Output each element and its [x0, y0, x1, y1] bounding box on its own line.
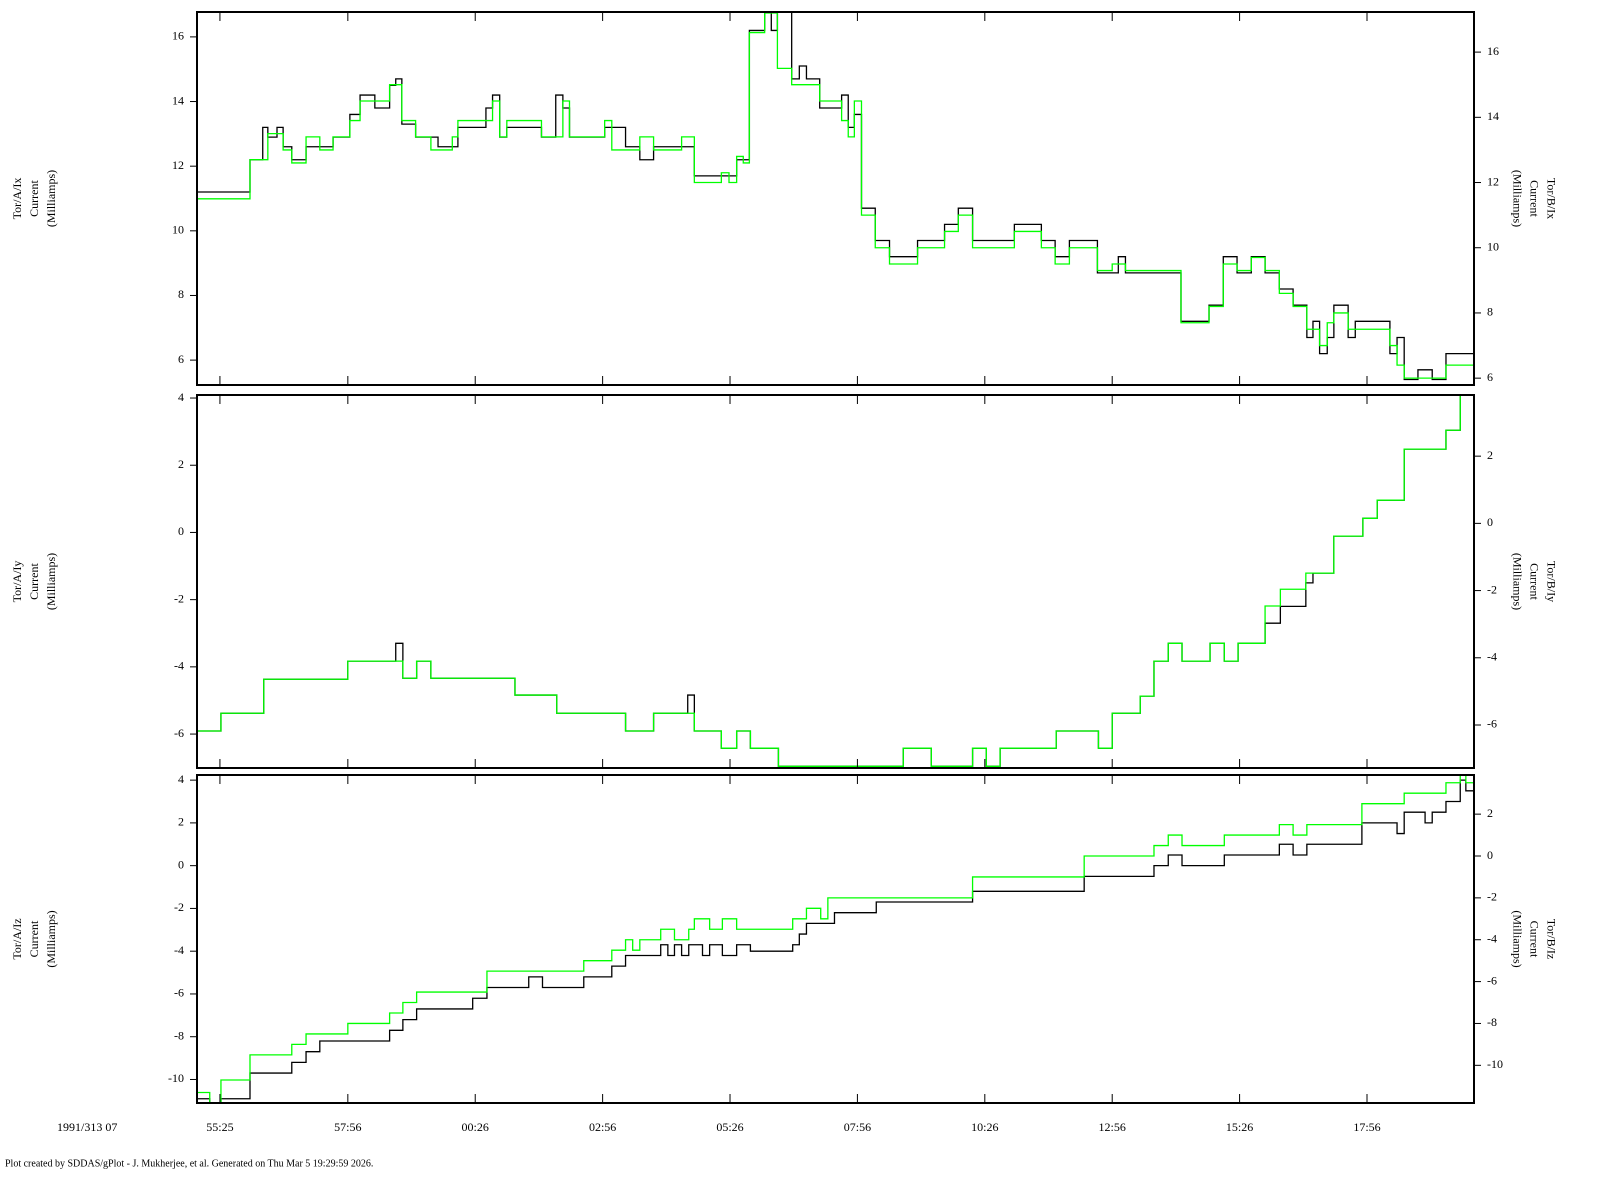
- y-axis-label: Current: [27, 920, 41, 957]
- y-tick-label: 6: [178, 352, 184, 366]
- plot-area: [197, 775, 1474, 1103]
- y-tick-label: 2: [178, 815, 184, 829]
- y-tick-label: 14: [172, 93, 184, 107]
- y-axis-label: (Milliamps): [44, 553, 58, 610]
- y2-tick-label: -6: [1487, 717, 1497, 731]
- y2-axis-label: Current: [1527, 563, 1541, 600]
- y-axis-label: Current: [27, 563, 41, 600]
- x-tick-label: 17:56: [1353, 1120, 1380, 1134]
- y2-tick-label: 16: [1487, 44, 1499, 58]
- y2-tick-label: 12: [1487, 174, 1499, 188]
- y2-axis-label: Current: [1527, 921, 1541, 958]
- y-tick-label: 4: [178, 390, 184, 404]
- y-tick-label: -10: [168, 1071, 184, 1085]
- y-tick-label: -6: [174, 986, 184, 1000]
- y-tick-label: 0: [178, 524, 184, 538]
- y-tick-label: -2: [174, 900, 184, 914]
- y-axis-label: (Milliamps): [44, 910, 58, 967]
- x-tick-label: 05:26: [716, 1120, 743, 1134]
- x-tick-label: 55:25: [206, 1120, 233, 1134]
- y2-tick-label: -2: [1487, 890, 1497, 904]
- footer: Plot created by SDDAS/gPlot - J. Mukherj…: [5, 1158, 373, 1169]
- y2-axis-label: Tor/B/Iz: [1544, 919, 1558, 959]
- x-tick-label: 07:56: [844, 1120, 871, 1134]
- plot-frame: [196, 774, 1475, 1104]
- y-axis-label: (Milliamps): [44, 170, 58, 227]
- x-tick-label: 15:26: [1226, 1120, 1253, 1134]
- y2-tick-label: 14: [1487, 109, 1499, 123]
- data-line: [197, 395, 1474, 767]
- x-tick-label: 12:56: [1099, 1120, 1126, 1134]
- y-tick-label: 0: [178, 857, 184, 871]
- y2-tick-label: 2: [1487, 448, 1493, 462]
- y-tick-label: 2: [178, 457, 184, 471]
- data-line: [197, 775, 1474, 1103]
- plot-area: [197, 395, 1474, 767]
- y2-tick-label: -4: [1487, 650, 1497, 664]
- y2-tick-label: -4: [1487, 931, 1497, 945]
- y2-tick-label: 0: [1487, 515, 1493, 529]
- y-tick-label: 8: [178, 287, 184, 301]
- data-line: [197, 395, 1474, 767]
- y2-tick-label: 2: [1487, 806, 1493, 820]
- y-tick-label: 4: [178, 772, 184, 786]
- y2-axis-label: Tor/B/Iy: [1544, 561, 1558, 602]
- plot-area: [197, 12, 1474, 381]
- y2-tick-label: 0: [1487, 848, 1493, 862]
- y2-axis-label: Tor/B/Ix: [1544, 178, 1558, 219]
- y2-axis-label: (Milliamps): [1510, 910, 1524, 967]
- y-axis-label: Tor/A/Iy: [10, 561, 24, 603]
- y-tick-label: -4: [174, 943, 184, 957]
- x-tick-label: 57:56: [334, 1120, 361, 1134]
- y-tick-label: -6: [174, 726, 184, 740]
- y-tick-label: -2: [174, 591, 184, 605]
- x-tick-label: 02:56: [589, 1120, 616, 1134]
- data-line: [197, 779, 1474, 1103]
- plot-frame: [196, 11, 1475, 386]
- y2-tick-label: -10: [1487, 1057, 1503, 1071]
- y-tick-label: 16: [172, 29, 184, 43]
- x-tick-label: 10:26: [971, 1120, 998, 1134]
- y-tick-label: 10: [172, 223, 184, 237]
- y-axis-label: Current: [27, 180, 41, 217]
- y-tick-label: -8: [174, 1028, 184, 1042]
- y-axis-label: Tor/A/Iz: [10, 918, 24, 959]
- y-axis-label: Tor/A/Ix: [10, 178, 24, 220]
- y2-tick-label: 10: [1487, 239, 1499, 253]
- y-tick-label: 12: [172, 158, 184, 172]
- y2-axis-label: (Milliamps): [1510, 170, 1524, 227]
- y2-tick-label: 8: [1487, 305, 1493, 319]
- x-tick-label: 00:26: [462, 1120, 489, 1134]
- y2-axis-label: Current: [1527, 180, 1541, 217]
- data-line: [197, 12, 1474, 379]
- data-line: [197, 12, 1474, 381]
- y2-tick-label: -2: [1487, 582, 1497, 596]
- y2-tick-label: 6: [1487, 370, 1493, 384]
- time-label: 1991/313 07: [57, 1120, 117, 1134]
- y2-tick-label: -6: [1487, 973, 1497, 987]
- y2-tick-label: -8: [1487, 1015, 1497, 1029]
- plot-frame: [196, 394, 1475, 769]
- y-tick-label: -4: [174, 659, 184, 673]
- y2-axis-label: (Milliamps): [1510, 553, 1524, 610]
